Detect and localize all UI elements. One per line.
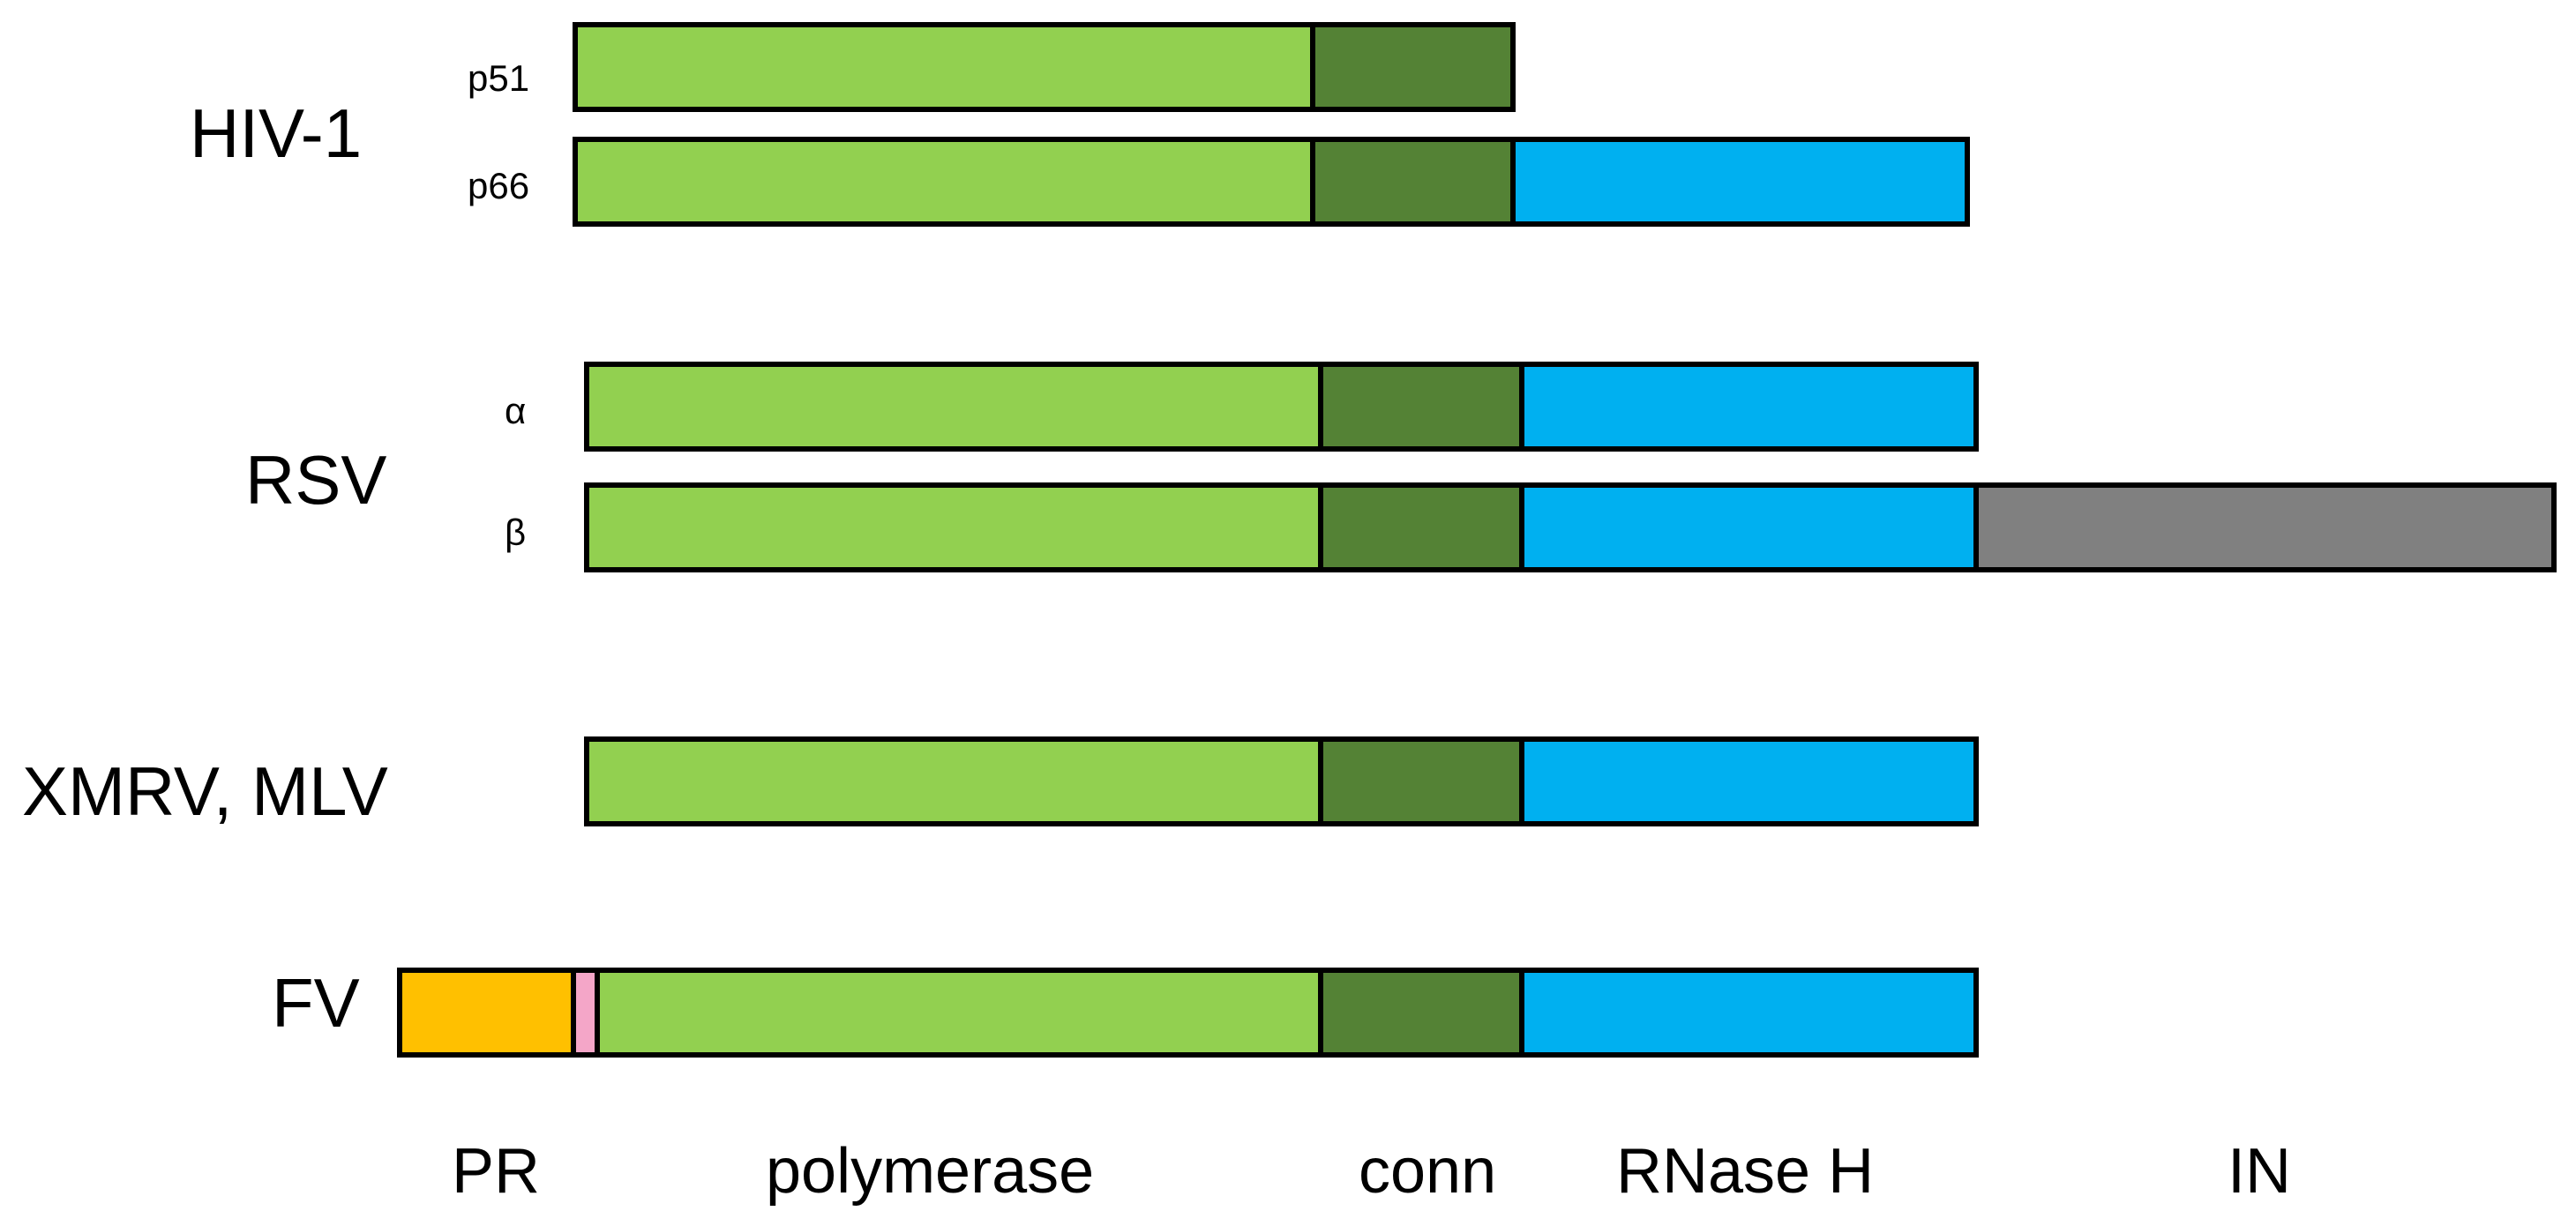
- bar-rsv-alpha-polymerase-segment: [584, 362, 1323, 452]
- subunit-label-p51: p51: [468, 57, 530, 99]
- bar-hiv1-p66-rnase-h-segment: [1510, 137, 1970, 227]
- bar-fv-linker-segment: [571, 968, 600, 1058]
- group-label-fv: FV: [272, 964, 360, 1042]
- domain-label-conn: conn: [1359, 1136, 1497, 1207]
- bar-hiv1-p51-polymerase-segment: [573, 22, 1315, 112]
- bar-rsv-alpha-conn-segment: [1318, 362, 1524, 452]
- bar-fv-polymerase-segment: [595, 968, 1323, 1058]
- subunit-label-alpha: α: [505, 390, 527, 431]
- subunit-label-p66: p66: [468, 165, 530, 206]
- bar-hiv1-p66: [573, 137, 1970, 227]
- subunit-label-beta: β: [505, 512, 527, 553]
- bar-xmrv-mlv-polymerase-segment: [584, 736, 1323, 826]
- bar-rsv-alpha: [584, 362, 1979, 452]
- bar-fv-pr-segment: [397, 968, 576, 1058]
- bar-hiv1-p51-conn-segment: [1310, 22, 1516, 112]
- bar-rsv-alpha-rnase-h-segment: [1519, 362, 1979, 452]
- group-label-xmrv-mlv: XMRV, MLV: [22, 752, 388, 830]
- bar-rsv-beta-in-segment: [1973, 482, 2557, 572]
- bar-hiv1-p51: [573, 22, 1516, 112]
- group-label-rsv: RSV: [245, 441, 387, 519]
- bar-rsv-beta-rnase-h-segment: [1519, 482, 1979, 572]
- bar-fv-rnase-h-segment: [1519, 968, 1979, 1058]
- bar-xmrv-mlv-rnase-h-segment: [1519, 736, 1979, 826]
- domain-label-polymerase: polymerase: [766, 1136, 1095, 1207]
- domain-label-rnase-h: RNase H: [1616, 1136, 1875, 1207]
- bar-rsv-beta: [584, 482, 2557, 572]
- bar-xmrv-mlv: [584, 736, 1979, 826]
- bar-hiv1-p66-polymerase-segment: [573, 137, 1315, 227]
- bar-fv: [397, 968, 1979, 1058]
- bar-rsv-beta-polymerase-segment: [584, 482, 1323, 572]
- bar-rsv-beta-conn-segment: [1318, 482, 1524, 572]
- domain-label-in: IN: [2228, 1136, 2291, 1207]
- domain-label-pr: PR: [452, 1136, 541, 1207]
- bar-xmrv-mlv-conn-segment: [1318, 736, 1524, 826]
- group-label-hiv1: HIV-1: [190, 94, 363, 172]
- bar-fv-conn-segment: [1318, 968, 1524, 1058]
- bar-hiv1-p66-conn-segment: [1310, 137, 1516, 227]
